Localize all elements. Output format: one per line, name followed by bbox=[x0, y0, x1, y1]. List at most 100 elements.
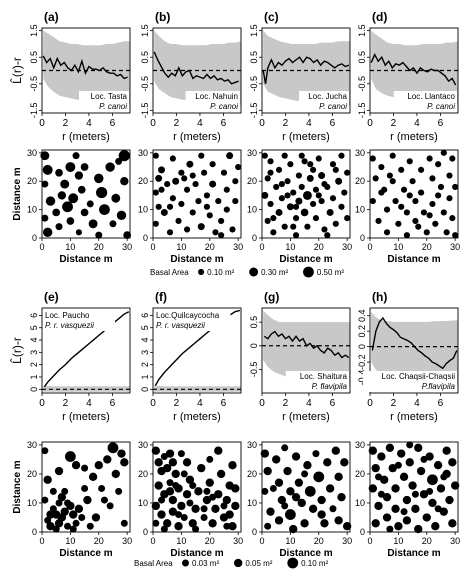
tree-point bbox=[323, 458, 332, 467]
tree-point bbox=[192, 180, 199, 188]
tree-point bbox=[409, 178, 416, 185]
tree-point bbox=[211, 504, 220, 513]
tree-point bbox=[232, 178, 239, 185]
tree-point bbox=[307, 161, 314, 168]
y-tick-label: 20 bbox=[138, 176, 148, 186]
tree-point bbox=[81, 464, 89, 472]
tree-point bbox=[203, 192, 211, 199]
x-tick-label: 0 bbox=[150, 398, 156, 409]
tree-point bbox=[428, 498, 437, 508]
tree-point bbox=[449, 215, 456, 222]
tree-point bbox=[232, 198, 239, 205]
tree-point bbox=[222, 495, 231, 505]
y-tick-label: 4 bbox=[29, 338, 39, 343]
tree-point bbox=[272, 455, 281, 464]
x-axis-label: Distance m bbox=[279, 254, 332, 265]
tree-point bbox=[402, 495, 412, 505]
tree-point bbox=[290, 223, 297, 230]
y-tick-label: 0.5 bbox=[357, 51, 367, 64]
tree-point bbox=[448, 519, 457, 528]
tree-point bbox=[295, 172, 302, 179]
x-tick-label: 10 bbox=[176, 536, 186, 546]
tree-point bbox=[389, 178, 396, 185]
tree-point bbox=[399, 472, 409, 482]
tree-point bbox=[344, 215, 351, 222]
tree-point bbox=[183, 186, 191, 193]
tree-point bbox=[46, 510, 55, 519]
tree-point bbox=[371, 519, 380, 528]
tree-point bbox=[49, 487, 57, 495]
panel-label: (d) bbox=[372, 10, 387, 24]
y-tick-label: 5 bbox=[140, 325, 150, 330]
species-label: P. r. vasquezii bbox=[45, 321, 94, 330]
tree-point bbox=[449, 155, 456, 162]
x-tick-label: 30 bbox=[450, 242, 460, 252]
tree-point bbox=[45, 196, 56, 206]
tree-point bbox=[321, 226, 328, 233]
x-tick-label: 6 bbox=[330, 118, 336, 129]
y-tick-label: 2 bbox=[29, 362, 39, 367]
tree-point bbox=[201, 169, 208, 176]
tree-point bbox=[203, 203, 211, 210]
panel-label: (e) bbox=[44, 290, 59, 304]
tree-point bbox=[168, 507, 178, 516]
tree-point bbox=[109, 220, 117, 228]
x-tick-label: 0 bbox=[39, 536, 44, 546]
tree-point bbox=[292, 215, 300, 222]
tree-point bbox=[206, 455, 214, 463]
tree-point bbox=[88, 219, 98, 229]
tree-point bbox=[123, 231, 132, 240]
tree-point bbox=[152, 519, 160, 527]
y-tick-label: 0.5 bbox=[140, 51, 150, 64]
tree-point bbox=[301, 470, 309, 478]
x-tick-label: 2 bbox=[174, 118, 180, 129]
x-axis-label: Distance m bbox=[170, 548, 223, 559]
tree-point bbox=[154, 481, 163, 490]
legend-label: 0.03 m² bbox=[192, 559, 219, 568]
x-tick-label: 2 bbox=[283, 398, 289, 409]
tree-point bbox=[166, 203, 174, 210]
observed-line bbox=[262, 56, 350, 84]
tree-point bbox=[297, 498, 306, 508]
x-tick-label: 0 bbox=[39, 242, 44, 252]
x-tick-label: 10 bbox=[285, 536, 295, 546]
tree-point bbox=[52, 208, 61, 217]
y-tick-label: 30 bbox=[247, 440, 257, 450]
tree-point bbox=[394, 522, 403, 531]
y-tick-label: 0.5 bbox=[29, 51, 39, 64]
x-tick-label: 0 bbox=[367, 242, 372, 252]
tree-point bbox=[403, 209, 410, 216]
tree-point bbox=[206, 212, 213, 219]
tree-point bbox=[72, 519, 80, 527]
tree-point bbox=[226, 152, 234, 160]
x-tick-label: 0 bbox=[259, 242, 264, 252]
tree-point bbox=[412, 217, 419, 225]
tree-point bbox=[338, 152, 345, 159]
x-axis-label: Distance m bbox=[279, 548, 332, 559]
tree-point bbox=[158, 166, 166, 174]
tree-point bbox=[400, 508, 408, 516]
tree-point bbox=[386, 172, 393, 179]
x-axis-label: r (meters) bbox=[390, 131, 438, 143]
y-tick-label: 20 bbox=[247, 469, 257, 479]
x-axis-label: Distance m bbox=[387, 254, 440, 265]
tree-point bbox=[298, 152, 305, 159]
tree-point bbox=[369, 198, 376, 205]
plot-frame bbox=[152, 307, 242, 394]
tree-point bbox=[41, 180, 49, 188]
plot-frame bbox=[369, 149, 459, 239]
tree-point bbox=[186, 160, 194, 168]
x-tick-label: 20 bbox=[205, 536, 215, 546]
tree-point bbox=[103, 455, 112, 464]
tree-point bbox=[209, 493, 217, 501]
y-tick-label: 10 bbox=[27, 205, 37, 215]
tree-point bbox=[300, 208, 309, 217]
y-tick-label: 1.5 bbox=[140, 24, 150, 37]
y-tick-label: 0 bbox=[360, 527, 365, 537]
tree-point bbox=[435, 192, 442, 199]
species-label: P.flavipila bbox=[422, 382, 456, 391]
tree-point bbox=[394, 461, 402, 469]
x-tick-label: 4 bbox=[414, 118, 420, 129]
tree-point bbox=[287, 161, 294, 168]
